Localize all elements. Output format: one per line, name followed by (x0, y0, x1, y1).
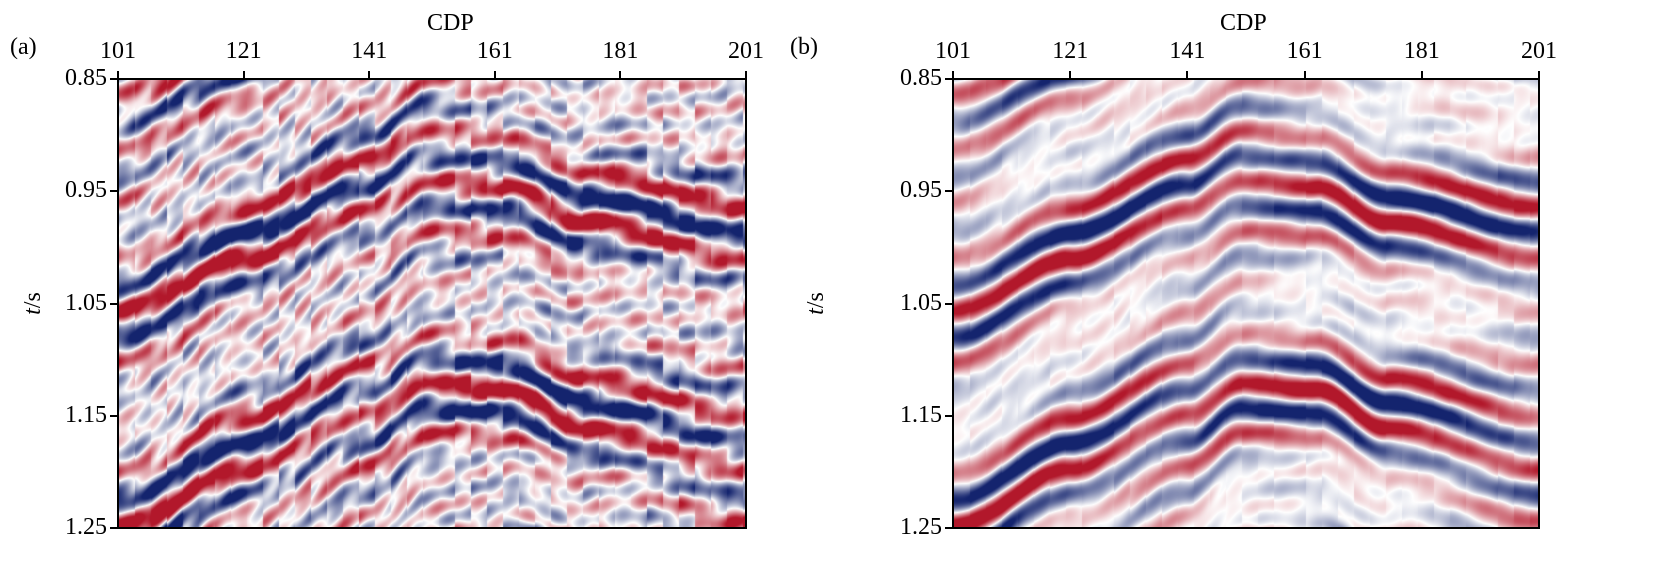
panel-label: (a) (10, 34, 37, 60)
y-axis-label-unit: /s (802, 292, 829, 309)
y-tick-label: 1.25 (900, 514, 942, 540)
x-tick-label: 161 (1286, 38, 1323, 64)
x-tick-mark (952, 71, 954, 78)
seismic-plot (952, 78, 1540, 529)
x-tick-mark (1069, 71, 1072, 78)
x-tick-label: 201 (1521, 38, 1557, 64)
x-tick-label: 121 (1052, 38, 1089, 64)
y-tick-label: 1.05 (900, 289, 942, 316)
x-tick-mark (493, 71, 496, 78)
x-axis-label: CDP (1220, 10, 1267, 36)
y-tick-mark (945, 302, 952, 305)
seismic-plot (117, 78, 747, 529)
x-tick-mark (1420, 71, 1423, 78)
y-axis-label-italic: t (802, 308, 829, 315)
x-axis-label: CDP (427, 10, 474, 36)
y-tick-mark (945, 78, 952, 80)
y-tick-mark (110, 78, 117, 80)
x-tick-mark (1186, 71, 1189, 78)
x-tick-label: 101 (935, 38, 971, 64)
x-tick-label: 101 (100, 38, 136, 64)
y-tick-label: 0.85 (65, 65, 107, 91)
y-tick-label: 0.95 (900, 177, 942, 204)
y-tick-label: 1.15 (65, 401, 107, 428)
seismic-heatmap (954, 80, 1538, 527)
y-tick-mark (945, 527, 952, 529)
x-tick-label: 181 (1403, 38, 1440, 64)
x-tick-label: 201 (728, 38, 764, 64)
y-tick-label: 0.95 (65, 177, 107, 204)
y-tick-mark (110, 414, 117, 417)
x-tick-label: 161 (476, 38, 513, 64)
y-tick-mark (110, 527, 117, 529)
x-tick-mark (1303, 71, 1306, 78)
x-tick-mark (368, 71, 371, 78)
x-tick-label: 181 (602, 38, 639, 64)
x-tick-mark (1538, 71, 1540, 78)
y-tick-mark (945, 190, 952, 193)
x-tick-mark (242, 71, 245, 78)
y-tick-mark (110, 190, 117, 193)
y-tick-label: 1.05 (65, 289, 107, 316)
y-tick-mark (945, 414, 952, 417)
x-tick-mark (619, 71, 622, 78)
panel-label: (b) (790, 34, 818, 60)
y-tick-mark (110, 302, 117, 305)
x-tick-mark (117, 71, 119, 78)
panel-a: (a) CDP t/s 101 121 141 161 181 201 0.85 0.95 1.… (0, 0, 780, 577)
x-tick-label: 141 (351, 38, 388, 64)
x-tick-label: 141 (1169, 38, 1206, 64)
y-tick-label: 0.85 (900, 65, 942, 91)
seismic-heatmap (119, 80, 745, 527)
y-axis-label: t/s (803, 292, 830, 315)
x-tick-label: 121 (225, 38, 262, 64)
y-tick-label: 1.15 (900, 401, 942, 428)
x-tick-mark (745, 71, 747, 78)
y-tick-label: 1.25 (65, 514, 107, 540)
